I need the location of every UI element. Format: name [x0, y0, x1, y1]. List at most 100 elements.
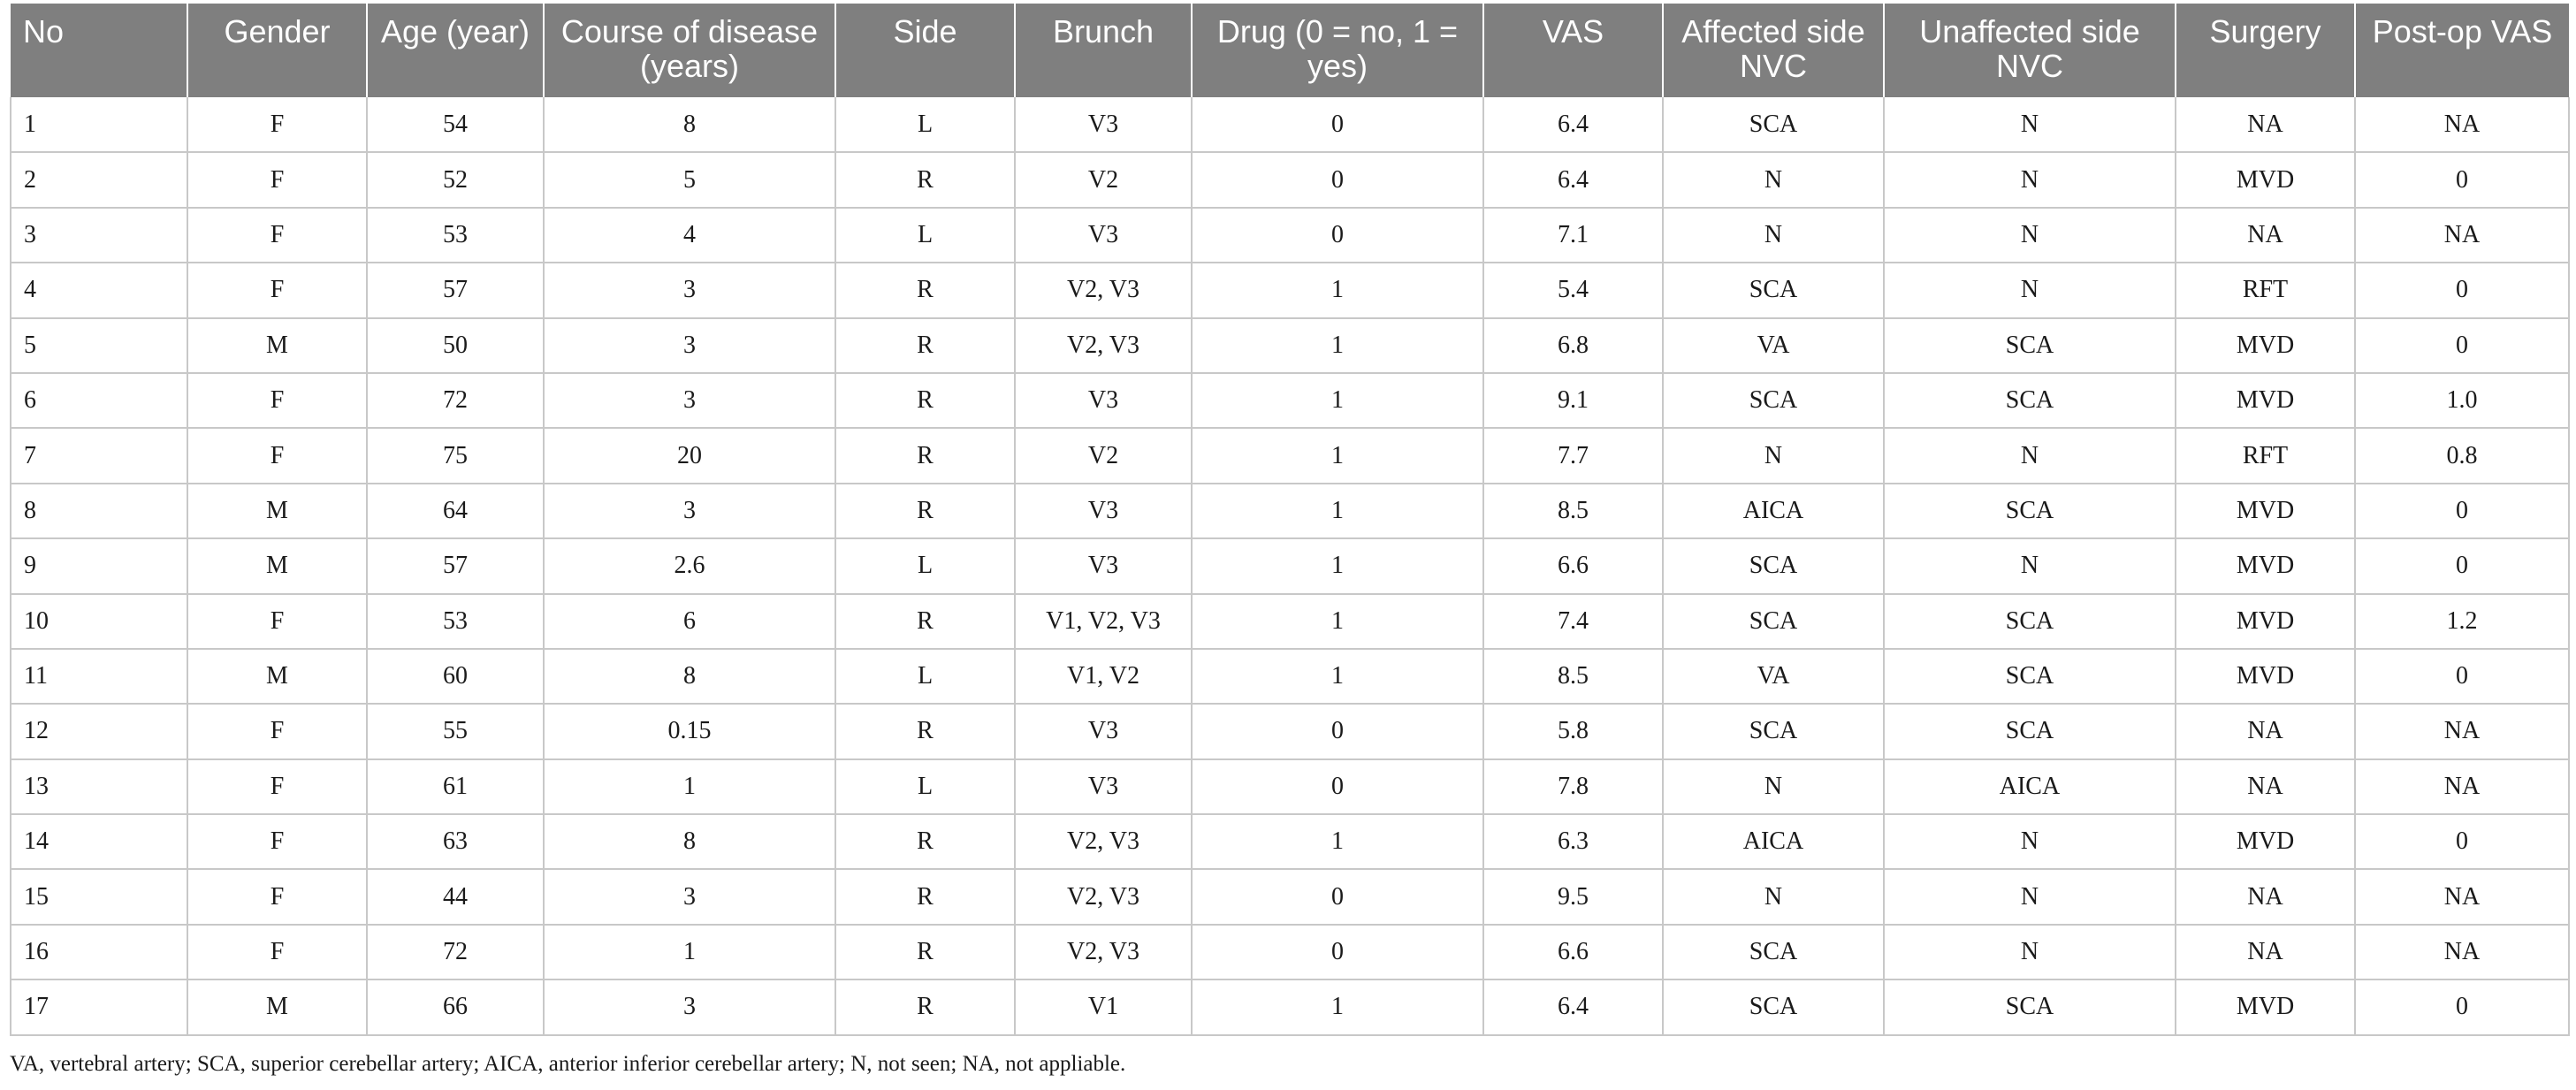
cell-vas: 6.6 — [1483, 924, 1664, 981]
cell-unaffected-nvc: SCA — [1884, 648, 2176, 705]
cell-side: L — [835, 97, 1016, 154]
cell-affected-nvc: SCA — [1663, 979, 1885, 1036]
patient-table: No Gender Age (year) Course of disease (… — [10, 4, 2570, 1036]
header-post-op-vas: Post-op VAS — [2355, 4, 2569, 97]
cell-age: 57 — [367, 538, 545, 595]
cell-age: 52 — [367, 152, 545, 209]
cell-no: 1 — [10, 97, 188, 154]
cell-surgery: MVD — [2176, 317, 2356, 374]
cell-drug: 0 — [1192, 207, 1484, 264]
cell-drug: 1 — [1192, 317, 1484, 374]
cell-affected-nvc: VA — [1663, 648, 1885, 705]
cell-no: 13 — [10, 758, 188, 816]
cell-affected-nvc: SCA — [1663, 97, 1885, 154]
cell-unaffected-nvc: N — [1884, 263, 2176, 319]
patient-table-container: No Gender Age (year) Course of disease (… — [10, 4, 2570, 1036]
table-row: 11 M 60 8 L V1, V2 1 8.5 VA SCA MVD 0 — [10, 648, 2570, 705]
cell-unaffected-nvc: SCA — [1884, 372, 2176, 430]
cell-course: 3 — [544, 483, 836, 540]
cell-unaffected-nvc: N — [1884, 869, 2176, 926]
cell-drug: 1 — [1192, 979, 1484, 1036]
cell-post-op-vas: 1.2 — [2355, 593, 2570, 650]
cell-course: 1 — [544, 758, 836, 816]
cell-post-op-vas: 0 — [2355, 814, 2570, 871]
cell-course: 6 — [544, 593, 836, 650]
cell-brunch: V3 — [1015, 704, 1193, 760]
header-drug: Drug (0 = no, 1 = yes) — [1192, 4, 1484, 97]
cell-brunch: V1 — [1015, 979, 1193, 1036]
cell-no: 17 — [10, 979, 188, 1036]
cell-surgery: MVD — [2176, 372, 2356, 430]
cell-course: 8 — [544, 97, 836, 154]
cell-affected-nvc: SCA — [1663, 263, 1885, 319]
table-row: 10 F 53 6 R V1, V2, V3 1 7.4 SCA SCA MVD 1.2 — [10, 593, 2570, 650]
cell-gender: F — [187, 758, 368, 816]
cell-unaffected-nvc: SCA — [1884, 483, 2176, 540]
cell-surgery: MVD — [2176, 152, 2356, 209]
cell-brunch: V2, V3 — [1015, 814, 1193, 871]
cell-surgery: RFT — [2176, 428, 2356, 484]
cell-affected-nvc: SCA — [1663, 372, 1885, 430]
header-no: No — [11, 4, 188, 97]
cell-post-op-vas: 1.0 — [2355, 372, 2570, 430]
cell-side: R — [835, 317, 1016, 374]
cell-no: 10 — [10, 593, 188, 650]
cell-post-op-vas: NA — [2355, 207, 2570, 264]
cell-unaffected-nvc: N — [1884, 814, 2176, 871]
cell-drug: 0 — [1192, 152, 1484, 209]
table-row: 17 M 66 3 R V1 1 6.4 SCA SCA MVD 0 — [10, 979, 2570, 1036]
cell-no: 12 — [10, 704, 188, 760]
cell-affected-nvc: VA — [1663, 317, 1885, 374]
cell-gender: M — [187, 317, 368, 374]
cell-vas: 6.4 — [1483, 152, 1664, 209]
cell-gender: M — [187, 648, 368, 705]
table-row: 12 F 55 0.15 R V3 0 5.8 SCA SCA NA NA — [10, 704, 2570, 760]
cell-post-op-vas: 0 — [2355, 317, 2570, 374]
cell-vas: 6.8 — [1483, 317, 1664, 374]
cell-affected-nvc: AICA — [1663, 814, 1885, 871]
cell-post-op-vas: NA — [2355, 704, 2570, 760]
cell-no: 16 — [10, 924, 188, 981]
cell-side: R — [835, 428, 1016, 484]
cell-course: 4 — [544, 207, 836, 264]
cell-vas: 6.6 — [1483, 538, 1664, 595]
cell-course: 3 — [544, 979, 836, 1036]
cell-brunch: V3 — [1015, 538, 1193, 595]
cell-affected-nvc: SCA — [1663, 538, 1885, 595]
cell-age: 53 — [367, 207, 545, 264]
cell-gender: F — [187, 207, 368, 264]
cell-drug: 0 — [1192, 704, 1484, 760]
cell-vas: 7.8 — [1483, 758, 1664, 816]
cell-age: 53 — [367, 593, 545, 650]
header-course-of-disease: Course of disease (years) — [544, 4, 836, 97]
cell-side: L — [835, 538, 1016, 595]
cell-drug: 0 — [1192, 97, 1484, 154]
cell-drug: 1 — [1192, 263, 1484, 319]
cell-affected-nvc: AICA — [1663, 483, 1885, 540]
cell-side: L — [835, 207, 1016, 264]
header-age: Age (year) — [367, 4, 545, 97]
cell-affected-nvc: SCA — [1663, 924, 1885, 981]
cell-no: 2 — [10, 152, 188, 209]
table-row: 16 F 72 1 R V2, V3 0 6.6 SCA N NA NA — [10, 924, 2570, 981]
cell-no: 7 — [10, 428, 188, 484]
cell-surgery: NA — [2176, 704, 2356, 760]
cell-surgery: NA — [2176, 207, 2356, 264]
header-gender: Gender — [187, 4, 368, 97]
cell-age: 50 — [367, 317, 545, 374]
cell-course: 3 — [544, 317, 836, 374]
cell-surgery: MVD — [2176, 814, 2356, 871]
cell-gender: F — [187, 263, 368, 319]
cell-surgery: MVD — [2176, 979, 2356, 1036]
cell-brunch: V3 — [1015, 207, 1193, 264]
cell-side: R — [835, 814, 1016, 871]
cell-brunch: V3 — [1015, 97, 1193, 154]
cell-unaffected-nvc: SCA — [1884, 704, 2176, 760]
cell-brunch: V2, V3 — [1015, 317, 1193, 374]
cell-affected-nvc: SCA — [1663, 704, 1885, 760]
cell-gender: F — [187, 97, 368, 154]
cell-vas: 6.3 — [1483, 814, 1664, 871]
cell-course: 2.6 — [544, 538, 836, 595]
table-row: 2 F 52 5 R V2 0 6.4 N N MVD 0 — [10, 152, 2570, 209]
cell-post-op-vas: 0.8 — [2355, 428, 2570, 484]
